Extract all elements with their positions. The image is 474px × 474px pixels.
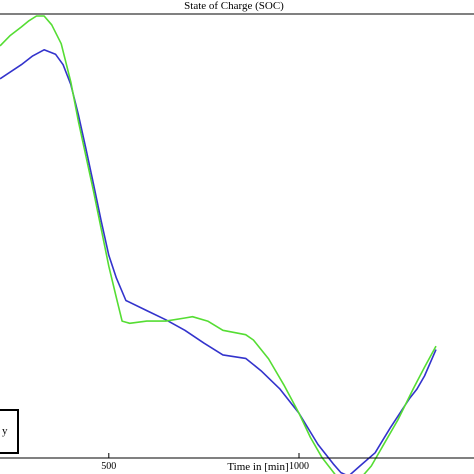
legend-entry-text: y [2, 425, 8, 437]
plot-area [0, 15, 437, 474]
x-ticks: 500 1000 [101, 453, 309, 472]
legend-box [0, 409, 19, 454]
legend: y [0, 409, 19, 454]
x-tick-label: 500 [101, 461, 116, 472]
series-line-1 [0, 48, 437, 474]
x-axis-label: Time in [min] [227, 461, 288, 473]
chart-title: State of Charge (SOC) [184, 0, 284, 12]
axes-frame [0, 13, 474, 459]
x-tick-label: 1000 [289, 461, 309, 472]
series-line-2 [0, 15, 437, 474]
